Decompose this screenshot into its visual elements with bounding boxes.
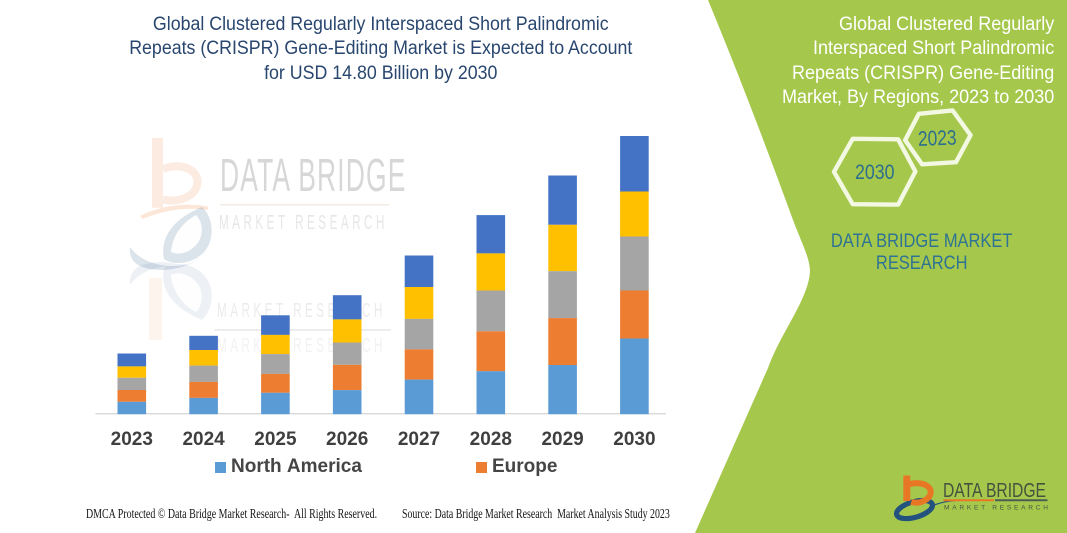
svg-text:2030: 2030 — [855, 161, 895, 184]
svg-text:2023: 2023 — [918, 127, 957, 151]
svg-text:DATA BRIDGE: DATA BRIDGE — [943, 480, 1046, 502]
svg-text:MARKET RESEARCH: MARKET RESEARCH — [944, 505, 1048, 512]
